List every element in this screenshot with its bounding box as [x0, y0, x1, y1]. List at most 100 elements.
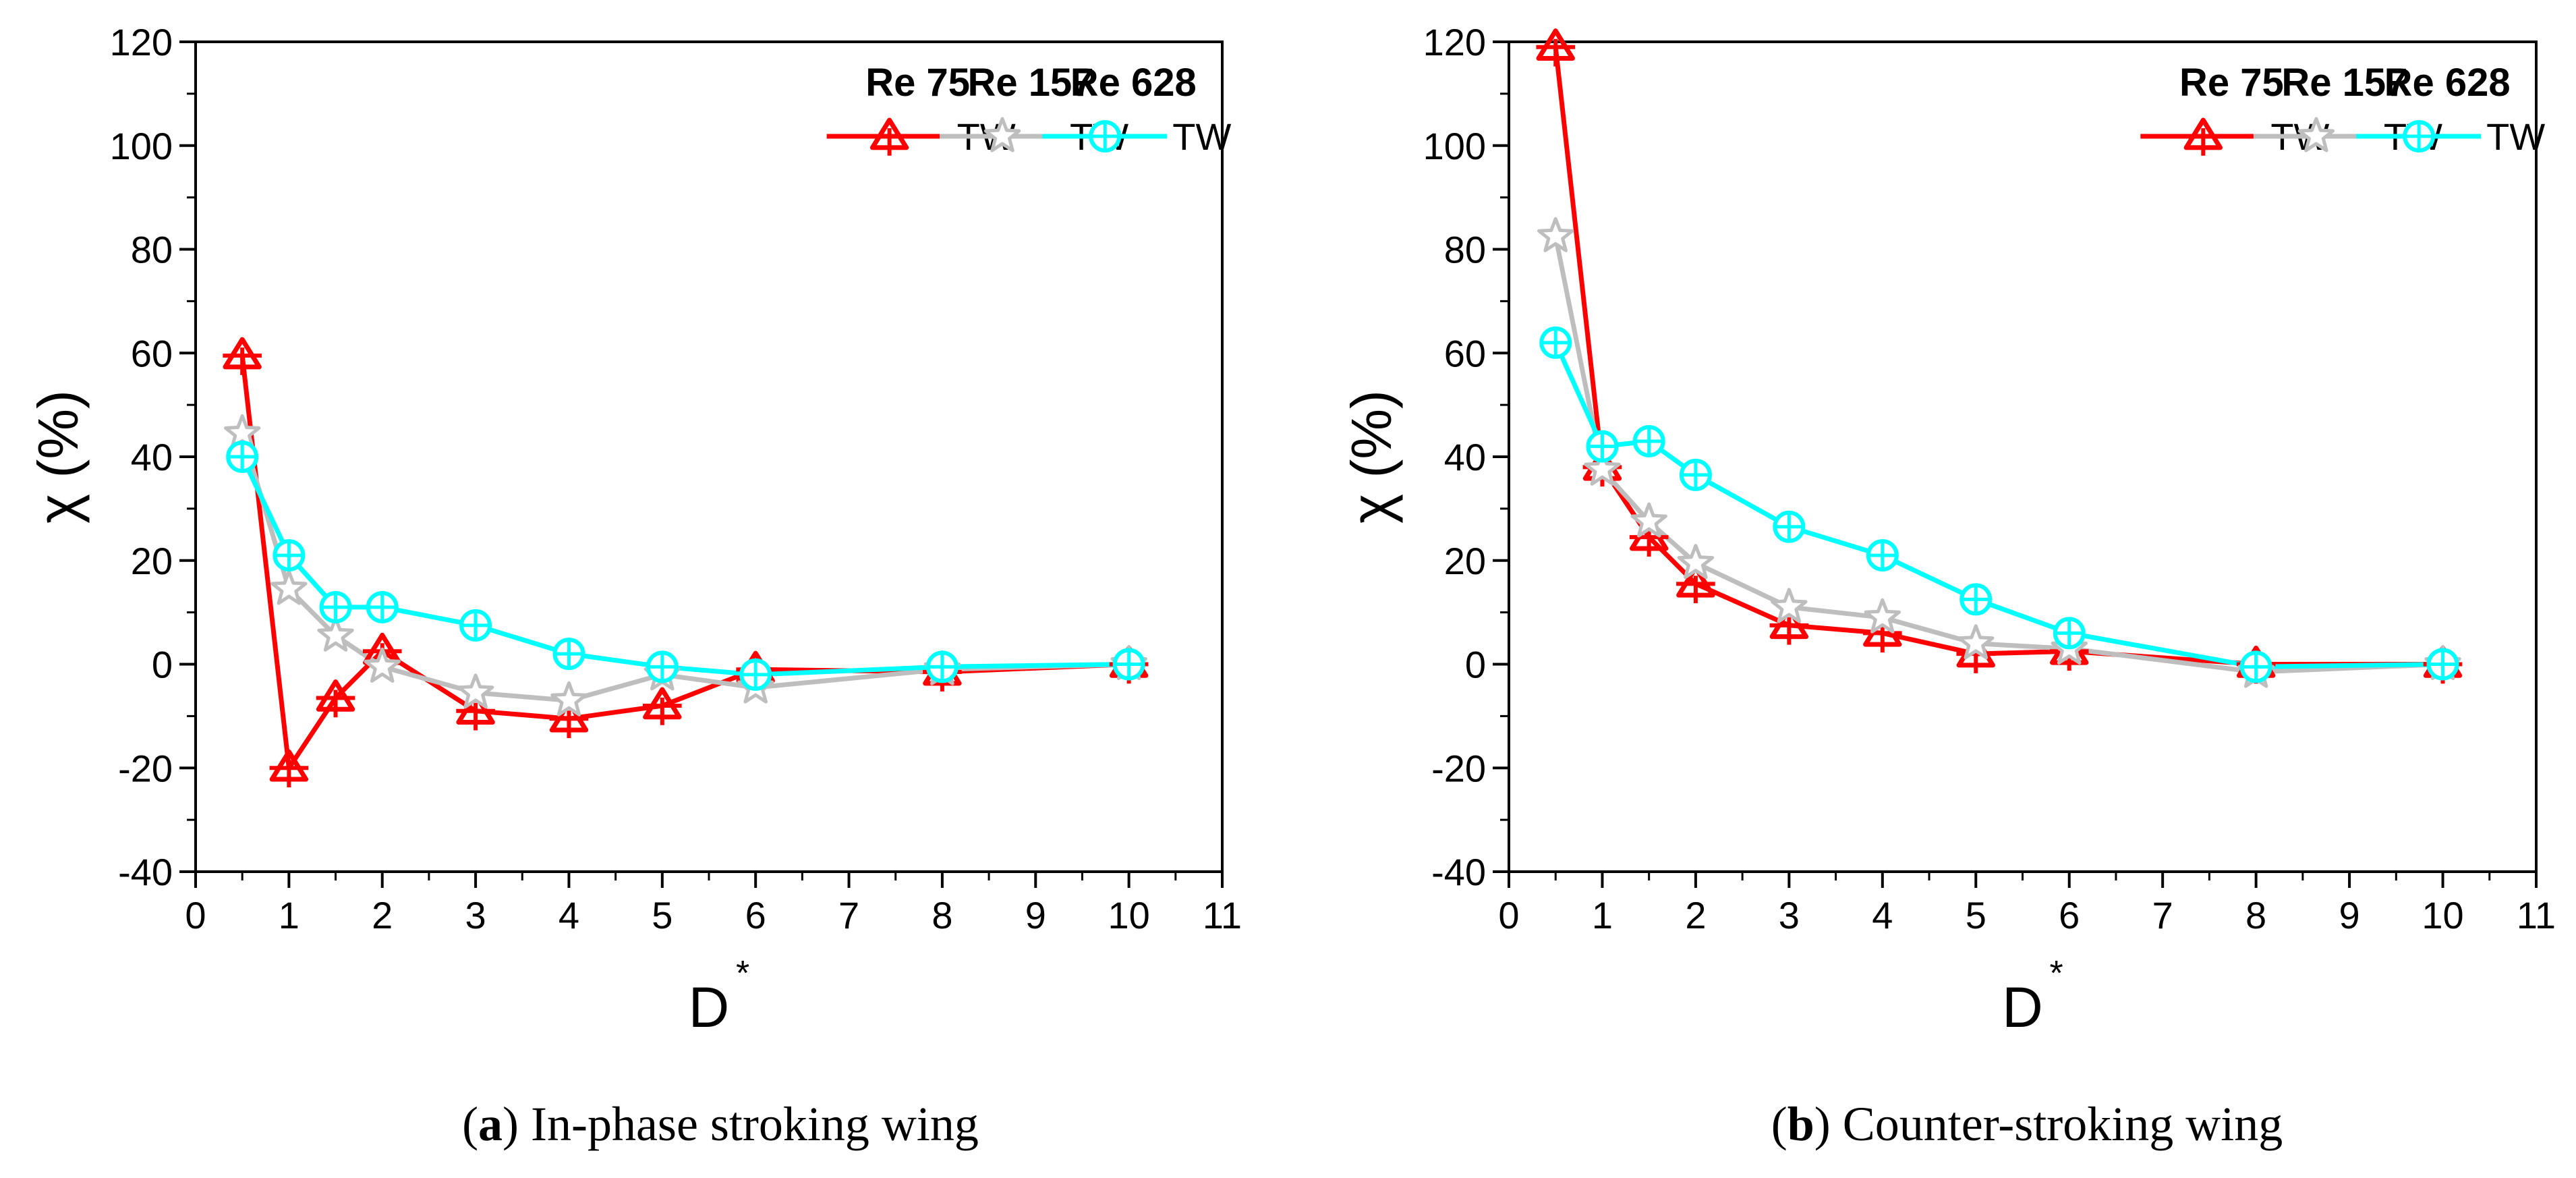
series-line-re-157	[1553, 235, 2443, 675]
y-tick-label: 100	[110, 125, 173, 167]
x-tick-label: 11	[2517, 894, 2556, 936]
x-tick-label: 10	[1108, 894, 1149, 936]
y-tick-label: 60	[1444, 332, 1486, 374]
caption-letter: a	[478, 1097, 503, 1151]
caption-letter: b	[1787, 1097, 1814, 1151]
data-point	[739, 658, 772, 691]
x-tick-label: 3	[465, 894, 486, 936]
data-point	[1112, 648, 1145, 681]
legend-title: Re 628	[2384, 61, 2511, 105]
y-tick-label: 20	[131, 540, 173, 582]
data-point	[646, 650, 679, 683]
data-point	[456, 692, 495, 731]
y-axis-label: χ (%)	[1340, 390, 1403, 524]
y-axis-label: χ (%)	[26, 390, 90, 524]
legend-marker	[1089, 120, 1122, 152]
caption-text: ) Counter-stroking wing	[1814, 1097, 2283, 1151]
chart-counter-stroking: 0 1 2 3 4 5 6 7 8 9 10 11 -40 -20 0 20 40 60 80 100 120 D* χ (…	[1340, 21, 2556, 1151]
data-point	[319, 590, 352, 623]
data-point	[925, 650, 958, 683]
data-point	[269, 749, 309, 788]
data-point	[549, 700, 589, 739]
y-tick-label: 0	[152, 644, 173, 686]
x-tick-label: 5	[652, 894, 672, 936]
data-point	[1769, 607, 1809, 645]
data-layer	[1536, 28, 2463, 688]
x-tick-label: 8	[2245, 894, 2266, 936]
y-tick-label: -20	[1431, 747, 1486, 789]
y-tick-label: -20	[118, 747, 173, 789]
data-point	[270, 569, 308, 605]
data-point	[1959, 583, 1993, 616]
x-tick-label: 6	[2059, 894, 2080, 936]
data-point	[316, 679, 355, 718]
x-axis-label: D	[689, 976, 730, 1039]
x-tick-label: 0	[1498, 894, 1519, 936]
data-point	[1864, 598, 1901, 634]
x-tick-label: 8	[932, 894, 952, 936]
data-point	[459, 609, 492, 642]
data-point	[1539, 326, 1572, 359]
data-point	[1676, 565, 1715, 604]
caption-text: ) In-phase stroking wing	[503, 1097, 979, 1151]
legend-marker	[2183, 117, 2223, 156]
x-tick-label: 4	[1872, 894, 1893, 936]
x-tick-label: 1	[1592, 894, 1613, 936]
series-line-re-628	[240, 455, 1129, 677]
series-line-re-75	[1553, 47, 2443, 667]
x-tick-label: 9	[2339, 894, 2360, 936]
y-tick-label: 100	[1423, 125, 1486, 167]
data-point	[1584, 450, 1621, 486]
data-point	[1537, 217, 1574, 252]
x-tick-label: 5	[1966, 894, 1986, 936]
data-point	[1586, 430, 1619, 463]
x-axis-label: D	[2002, 976, 2043, 1039]
data-point	[273, 539, 306, 572]
x-tick-label: 3	[1779, 894, 1800, 936]
x-tick-label: 11	[1203, 894, 1242, 936]
data-point	[1773, 510, 1806, 543]
x-tick-label: 7	[2152, 894, 2173, 936]
data-layer	[223, 337, 1149, 788]
x-axis-label-superscript: *	[2050, 954, 2063, 993]
y-tick-label: 120	[1423, 21, 1486, 63]
legend-marker	[983, 117, 1021, 152]
y-tick-label: -40	[118, 851, 173, 893]
data-point	[223, 337, 262, 375]
x-tick-label: 6	[745, 894, 766, 936]
y-tick-label: 20	[1444, 540, 1486, 582]
x-axis-label-superscript: *	[736, 954, 749, 993]
series-line-re-157	[239, 432, 1129, 703]
x-tick-label: 2	[372, 894, 393, 936]
data-point	[1771, 588, 1808, 623]
chart-in-phase: 0 1 2 3 4 5 6 7 8 9 10 11 -40 -20 0 20 40 60 80 100 120 D* χ (…	[26, 21, 1242, 1151]
y-tick-label: 80	[1444, 229, 1486, 271]
x-tick-label: 0	[185, 894, 206, 936]
data-point	[1632, 424, 1665, 457]
data-point	[226, 441, 259, 473]
data-point	[2053, 617, 2086, 650]
data-point	[1866, 539, 1899, 572]
legend-label: TW	[2486, 115, 2545, 158]
data-point	[366, 590, 399, 623]
x-tick-label: 4	[559, 894, 579, 936]
y-tick-label: 60	[131, 332, 173, 374]
legend-marker	[869, 117, 909, 156]
y-tick-label: 40	[131, 436, 173, 478]
data-point	[364, 647, 401, 683]
caption-paren-open: (	[1771, 1097, 1787, 1151]
y-tick-label: -40	[1431, 851, 1486, 893]
data-point	[2239, 650, 2272, 683]
data-point	[1536, 28, 1576, 67]
y-tick-label: 0	[1465, 644, 1486, 686]
x-tick-label: 10	[2422, 894, 2463, 936]
data-point	[1957, 624, 1995, 660]
data-point	[457, 673, 494, 709]
legend-title: Re 628	[1070, 61, 1197, 105]
data-point	[317, 616, 354, 652]
figure-caption: (b) Counter-stroking wing	[1771, 1097, 2283, 1151]
x-tick-label: 9	[1025, 894, 1046, 936]
data-point	[552, 638, 585, 671]
x-tick-label: 2	[1685, 894, 1706, 936]
legend-marker	[2297, 117, 2335, 152]
